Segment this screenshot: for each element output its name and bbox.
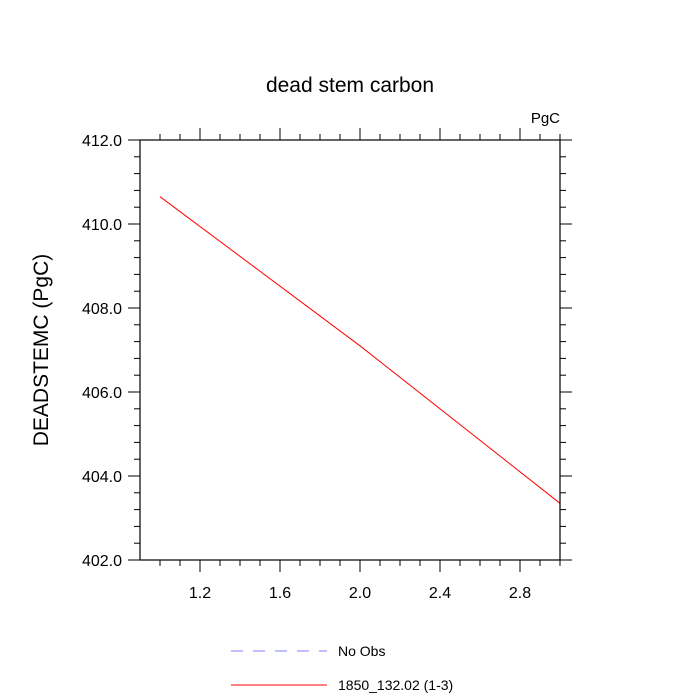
y-tick-label: 408.0 [82,301,122,318]
series-line-1 [159,196,561,504]
minor-ticks [134,134,566,566]
y-tick-labels: 402.0 404.0 406.0 408.0 410.0 412.0 [82,133,122,570]
x-tick-label: 1.6 [269,585,291,602]
y-tick-label: 410.0 [82,217,122,234]
y-tick-label: 404.0 [82,469,122,486]
x-tick-label: 2.0 [349,585,371,602]
x-tick-label: 1.2 [189,585,211,602]
y-tick-label: 412.0 [82,133,122,150]
y-axis-label: DEADSTEMC (PgC) [30,254,53,447]
x-tick-label: 2.8 [509,585,531,602]
x-tick-label: 2.4 [429,585,451,602]
plot-frame [139,139,561,561]
units-label: PgC [531,110,560,127]
series-layer [159,196,561,504]
x-tick-labels: 1.2 1.6 2.0 2.4 2.8 [189,585,531,602]
legend-label-1: 1850_132.02 (1-3) [338,677,453,693]
major-ticks [128,128,572,572]
legend: No Obs 1850_132.02 (1-3) [231,643,453,693]
y-tick-label: 402.0 [82,553,122,570]
y-tick-label: 406.0 [82,385,122,402]
legend-label-0: No Obs [338,643,385,659]
chart-title: dead stem carbon [266,74,434,97]
